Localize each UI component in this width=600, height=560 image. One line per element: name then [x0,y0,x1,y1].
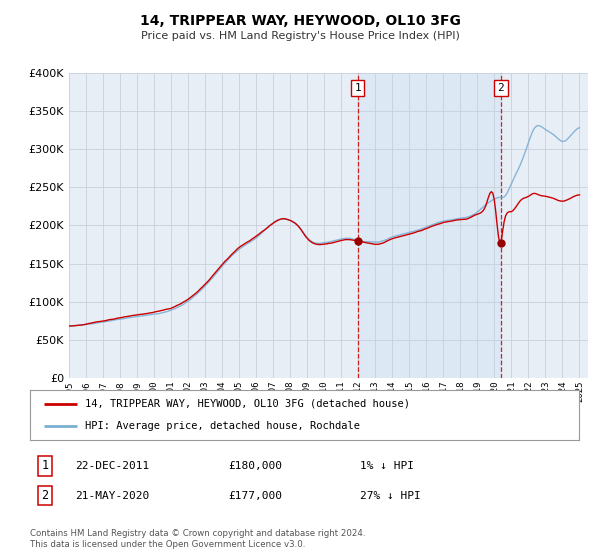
Text: 1: 1 [355,83,361,93]
Text: HPI: Average price, detached house, Rochdale: HPI: Average price, detached house, Roch… [85,421,360,431]
Bar [358,73,501,378]
Text: £180,000: £180,000 [228,461,282,471]
Text: 27% ↓ HPI: 27% ↓ HPI [360,491,421,501]
Text: £177,000: £177,000 [228,491,282,501]
Text: 14, TRIPPEAR WAY, HEYWOOD, OL10 3FG: 14, TRIPPEAR WAY, HEYWOOD, OL10 3FG [140,14,460,28]
Text: Price paid vs. HM Land Registry's House Price Index (HPI): Price paid vs. HM Land Registry's House … [140,31,460,41]
Text: Contains HM Land Registry data © Crown copyright and database right 2024.
This d: Contains HM Land Registry data © Crown c… [30,529,365,549]
Text: 1% ↓ HPI: 1% ↓ HPI [360,461,414,471]
Text: 22-DEC-2011: 22-DEC-2011 [75,461,149,471]
Text: 2: 2 [497,83,504,93]
Text: 1: 1 [41,459,49,473]
Text: 21-MAY-2020: 21-MAY-2020 [75,491,149,501]
Text: 14, TRIPPEAR WAY, HEYWOOD, OL10 3FG (detached house): 14, TRIPPEAR WAY, HEYWOOD, OL10 3FG (det… [85,399,410,409]
Text: 2: 2 [41,489,49,502]
